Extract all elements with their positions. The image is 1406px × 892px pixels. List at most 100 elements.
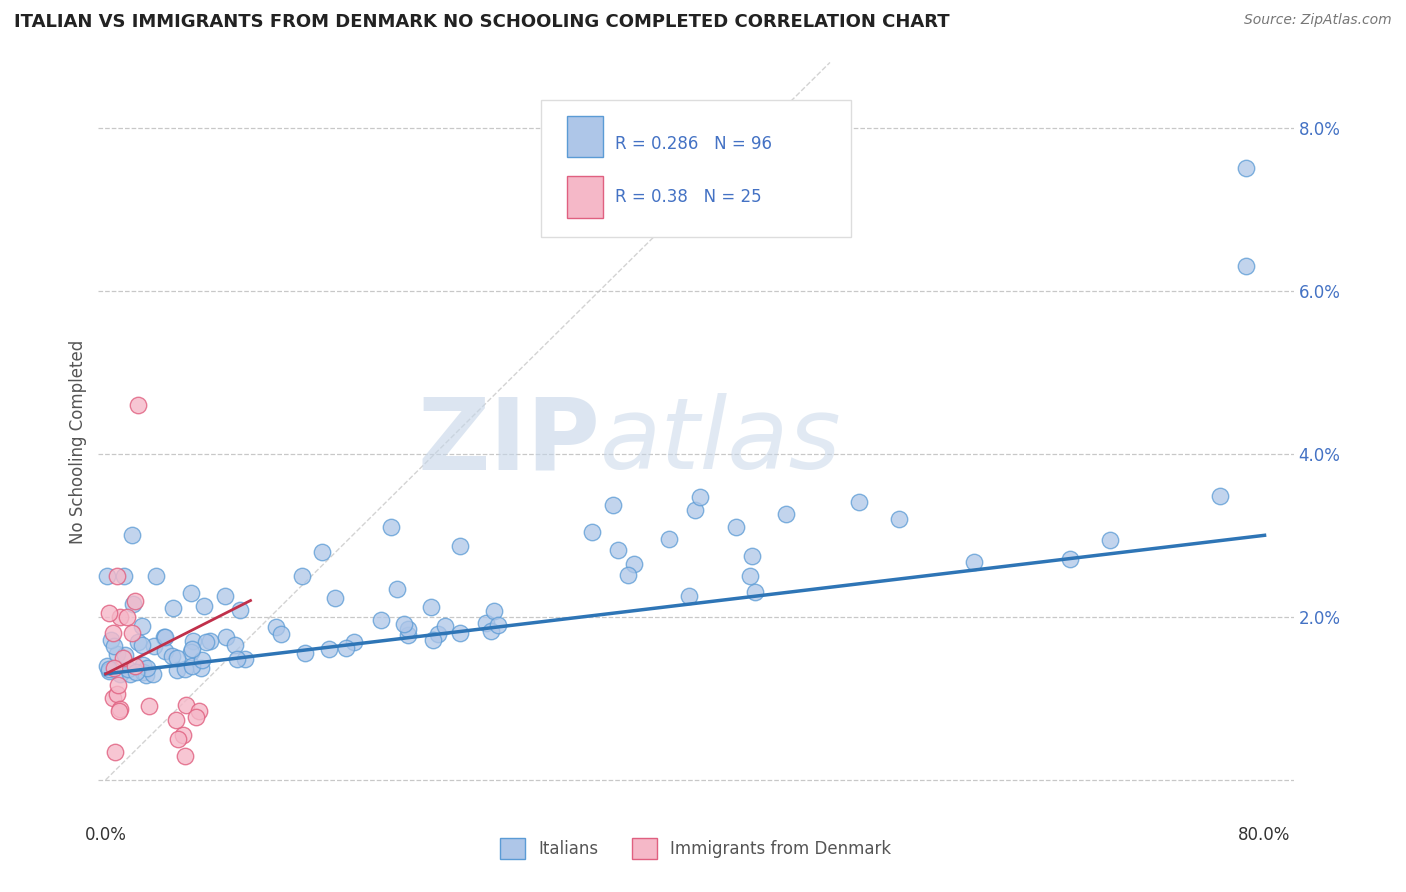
Point — [101, 691, 124, 706]
Point — [96, 659, 118, 673]
Point — [112, 650, 135, 665]
Point — [172, 728, 194, 742]
Point — [127, 635, 149, 649]
Point — [581, 525, 603, 540]
FancyBboxPatch shape — [567, 176, 603, 218]
Point — [1208, 489, 1230, 503]
Point — [114, 569, 136, 583]
Point — [343, 634, 366, 648]
Point — [101, 626, 124, 640]
Point — [155, 630, 177, 644]
Point — [132, 665, 155, 680]
Point — [311, 545, 333, 559]
Point — [420, 599, 443, 614]
Point — [98, 664, 121, 678]
Point — [105, 687, 128, 701]
Point — [689, 490, 711, 504]
Point — [889, 512, 911, 526]
Point — [744, 585, 766, 599]
Point — [481, 624, 503, 639]
Point — [434, 619, 457, 633]
FancyBboxPatch shape — [567, 115, 603, 157]
Point — [155, 644, 177, 658]
Point — [848, 495, 870, 509]
Point — [741, 549, 763, 564]
Point — [131, 618, 153, 632]
Point — [100, 633, 122, 648]
Point — [396, 628, 419, 642]
Point — [181, 658, 204, 673]
Point — [108, 702, 131, 716]
Point — [775, 507, 797, 521]
Text: Source: ZipAtlas.com: Source: ZipAtlas.com — [1244, 13, 1392, 28]
Point — [623, 557, 645, 571]
Text: ITALIAN VS IMMIGRANTS FROM DENMARK NO SCHOOLING COMPLETED CORRELATION CHART: ITALIAN VS IMMIGRANTS FROM DENMARK NO SC… — [14, 13, 949, 31]
Point — [184, 710, 207, 724]
Point — [214, 589, 236, 603]
Point — [120, 667, 142, 681]
Point — [122, 597, 145, 611]
Point — [194, 635, 217, 649]
Point — [187, 704, 209, 718]
Point — [131, 638, 153, 652]
Point — [422, 632, 444, 647]
Point — [125, 665, 148, 680]
Point — [396, 622, 419, 636]
Text: R = 0.286   N = 96: R = 0.286 N = 96 — [614, 136, 772, 153]
Point — [291, 569, 314, 583]
Point — [165, 714, 187, 728]
Point — [335, 641, 357, 656]
Y-axis label: No Schooling Completed: No Schooling Completed — [69, 340, 87, 543]
Text: atlas: atlas — [600, 393, 842, 490]
Point — [174, 748, 197, 763]
Point — [135, 660, 157, 674]
Point — [325, 591, 347, 606]
Point — [180, 585, 202, 599]
Point — [143, 639, 166, 653]
Point — [104, 745, 127, 759]
Point — [226, 651, 249, 665]
Point — [181, 641, 204, 656]
Point — [392, 616, 415, 631]
Point — [145, 569, 167, 583]
Point — [370, 613, 392, 627]
Point — [174, 662, 197, 676]
Point — [166, 651, 188, 665]
Point — [121, 626, 143, 640]
Point — [114, 648, 136, 662]
Point — [602, 498, 624, 512]
Text: ZIP: ZIP — [418, 393, 600, 490]
Point — [141, 667, 163, 681]
Point — [385, 582, 408, 597]
Point — [124, 658, 146, 673]
Point — [963, 555, 986, 569]
Point — [449, 539, 471, 553]
Point — [131, 657, 153, 672]
Point — [198, 634, 221, 648]
Point — [484, 603, 506, 617]
Point — [191, 652, 214, 666]
Point — [607, 542, 630, 557]
Point — [229, 603, 252, 617]
Point — [166, 663, 188, 677]
Point — [181, 634, 204, 648]
Point — [724, 520, 747, 534]
Point — [98, 662, 121, 676]
Legend: Italians, Immigrants from Denmark: Italians, Immigrants from Denmark — [494, 831, 898, 865]
Point — [103, 639, 125, 653]
Text: R = 0.38   N = 25: R = 0.38 N = 25 — [614, 188, 761, 206]
Point — [127, 398, 149, 412]
Point — [121, 528, 143, 542]
Point — [138, 699, 160, 714]
Point — [108, 667, 131, 681]
Point — [103, 661, 125, 675]
Point — [224, 638, 246, 652]
Point — [107, 648, 129, 662]
Point — [166, 732, 188, 747]
Point — [475, 616, 498, 631]
Point — [162, 600, 184, 615]
Point — [658, 532, 681, 546]
Point — [117, 662, 139, 676]
Point — [180, 645, 202, 659]
Point — [193, 599, 215, 613]
